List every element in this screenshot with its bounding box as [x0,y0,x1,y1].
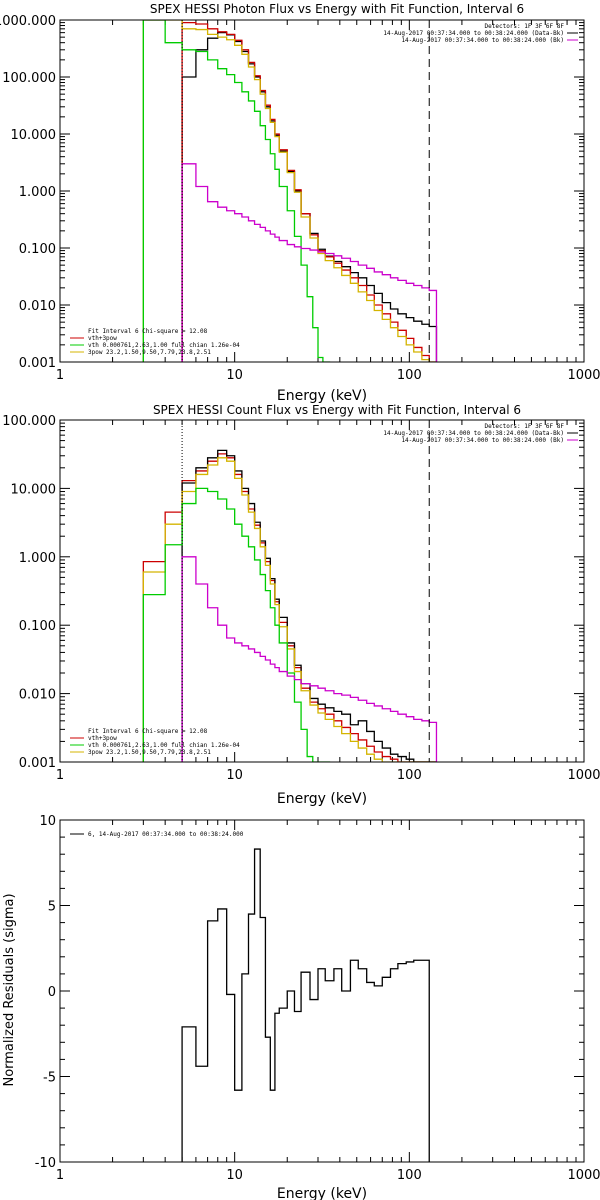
count-flux-x-axis-label: Energy (keV) [277,791,367,807]
x-tick-label: 100 [397,768,422,783]
y-tick-label: -5 [43,1071,56,1086]
info-line: 14-Aug-2017 00:37:34.000 to 00:38:24.000… [383,30,564,37]
y-tick-label: 1000.000 [0,14,56,29]
info-line: Detectors: 1F 3F 6F 8F [485,23,565,30]
x-tick-label: 1 [56,1168,64,1183]
legend-line: 3pow 23.2,1.50,9.50,7.79,23.8,2.51 [88,349,211,356]
x-tick-label: 1000 [567,768,600,783]
y-tick-label: 5 [48,900,56,915]
residuals-plot-area: 1 10 100 1000 10 5 0 -5 -10 6, 14-Aug-2017 00:37:… [35,814,600,1183]
x-tick-label: 10 [226,1168,243,1183]
y-tick-label: 1.000 [19,185,56,200]
residuals-y-axis-label: Normalized Residuals (sigma) [2,893,17,1086]
y-tick-label: 0 [48,985,56,1000]
y-tick-label: 10.000 [11,482,57,497]
legend-line: vth 0.000761,2.63,1.00 full chian 1.26e-… [88,342,240,349]
residuals-panel: 1 10 100 1000 10 5 0 -5 -10 6, 14-Aug-2017 00:37:… [2,814,600,1200]
info-line: 14-Aug-2017 00:37:34.000 to 00:38:24.000… [401,437,564,444]
photon-flux-panel: SPEX HESSI Photon Flux vs Energy with Fi… [0,2,600,404]
y-tick-label: 100.000 [2,414,56,429]
x-tick-label: 1 [56,768,64,783]
series-line-3 [142,20,331,362]
residuals-x-axis-label: Energy (keV) [277,1186,367,1200]
photon-flux-plot-area: 1 10 100 1000 1000.000 100.000 10.000 1.000 0.10… [0,14,600,383]
y-tick-label: 100.000 [2,71,56,86]
y-tick-label: 0.100 [19,619,56,634]
series-line-2 [142,20,437,362]
x-tick-label: 100 [397,1168,422,1183]
legend-line: 6, 14-Aug-2017 00:37:34.000 to 00:38:24.… [88,831,244,838]
y-tick-label: 1.000 [19,551,56,566]
legend-line: Fit Interval 6 Chi-square = 12.08 [88,728,208,735]
photon-flux-x-axis-label: Energy (keV) [277,388,367,404]
y-tick-label: -10 [35,1156,56,1171]
plot-frame [59,819,585,1163]
info-line: 14-Aug-2017 00:37:34.000 to 00:38:24.000… [383,430,564,437]
legend-line: vth 0.000761,2.63,1.00 full chian 1.26e-… [88,742,240,749]
x-tick-label: 10 [226,768,243,783]
plot-frame [59,419,585,763]
legend-line: Fit Interval 6 Chi-square = 12.08 [88,328,208,335]
series-line-3 [142,487,331,762]
count-flux-panel: SPEX HESSI Count Flux vs Energy with Fit… [2,403,600,807]
y-tick-label: 10 [39,814,56,829]
series-line-4 [181,163,438,362]
x-tick-label: 100 [397,368,422,383]
info-line: 14-Aug-2017 00:37:34.000 to 00:38:24.000… [401,37,564,44]
x-tick-label: 1 [56,368,64,383]
x-tick-label: 1000 [567,1168,600,1183]
legend-line: vth+3pow [88,335,117,342]
y-tick-label: 0.001 [19,356,56,371]
y-tick-label: 0.010 [19,299,56,314]
series-group [142,449,438,762]
y-tick-label: 10.000 [11,128,57,143]
y-tick-label: 0.001 [19,756,56,771]
y-tick-label: 0.010 [19,688,56,703]
series-line-4 [181,556,438,762]
plot-frame [59,19,585,363]
legend-line: 3pow 23.2,1.50,9.50,7.79,23.8,2.51 [88,749,211,756]
count-flux-title: SPEX HESSI Count Flux vs Energy with Fit… [153,403,521,417]
x-tick-label: 1000 [567,368,600,383]
x-tick-label: 10 [226,368,243,383]
info-line: Detectors: 1F 3F 6F 8F [485,423,565,430]
series-group [181,848,430,1162]
series-line-2 [142,457,437,762]
series-group [142,20,438,362]
legend-line: vth+3pow [88,735,117,742]
count-flux-plot-area: 1 10 100 1000 100.000 10.000 1.000 0.100 0.010 0.… [2,414,600,783]
series-line-0 [181,848,430,1162]
photon-flux-title: SPEX HESSI Photon Flux vs Energy with Fi… [150,2,524,16]
y-tick-label: 0.100 [19,242,56,257]
